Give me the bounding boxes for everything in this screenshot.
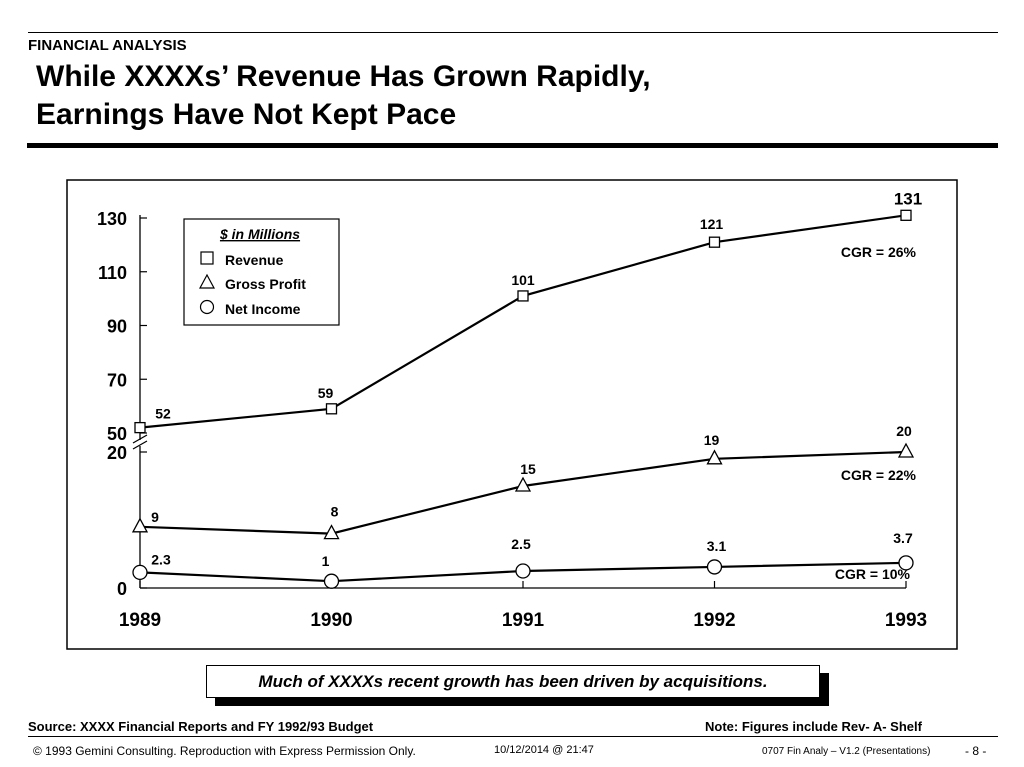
y-tick-label: 50 xyxy=(107,424,127,444)
chart-frame xyxy=(66,179,958,650)
page-title: While XXXXs’ Revenue Has Grown Rapidly, … xyxy=(36,58,936,134)
data-label: 3.7 xyxy=(893,530,913,546)
x-tick-label: 1993 xyxy=(885,610,927,631)
square-marker xyxy=(708,236,721,248)
cgr-gross-profit: CGR = 22% xyxy=(841,467,917,483)
cgr-revenue: CGR = 26% xyxy=(841,244,917,260)
data-label: 2.5 xyxy=(511,536,531,552)
data-label: 1 xyxy=(322,553,330,569)
footer-filename: 0707 Fin Analy – V1.2 (Presentations) xyxy=(762,746,931,757)
series-markers xyxy=(131,209,915,589)
x-tick-label: 1990 xyxy=(310,610,352,631)
callout-text: Much of XXXXs recent growth has been dri… xyxy=(258,671,768,691)
title-line-1: While XXXXs’ Revenue Has Grown Rapidly, xyxy=(36,60,651,93)
data-label: 101 xyxy=(511,272,535,288)
legend-item-net-income: Net Income xyxy=(225,301,301,317)
data-labels: 52 59 101 121 131 9 8 15 19 20 2.3 1 2.5 3.1 3.7 xyxy=(151,189,922,569)
data-label: 9 xyxy=(151,509,159,525)
square-marker xyxy=(900,209,912,221)
square-marker xyxy=(325,403,338,415)
axis-break-mark xyxy=(132,434,148,444)
triangle-marker xyxy=(323,524,340,540)
legend-item-gross-profit: Gross Profit xyxy=(225,276,306,292)
footer-page-number: - 8 - xyxy=(965,744,987,758)
triangle-marker xyxy=(131,517,149,533)
axis-break-mark xyxy=(132,440,148,450)
square-marker xyxy=(134,421,146,434)
footer-datetime: 10/12/2014 @ 21:47 xyxy=(494,744,594,756)
triangle-marker xyxy=(897,442,915,458)
data-label: 19 xyxy=(704,432,720,448)
footer-copyright: © 1993 Gemini Consulting. Reproduction w… xyxy=(33,744,416,758)
circle-marker xyxy=(323,573,340,589)
circle-marker xyxy=(898,555,914,571)
x-tick-label: 1992 xyxy=(693,610,735,631)
x-tick-label: 1989 xyxy=(119,610,161,631)
y-tick-label: 90 xyxy=(107,317,127,337)
y-tick-label: 20 xyxy=(107,443,127,463)
footer-rule xyxy=(28,736,998,737)
data-label: 20 xyxy=(896,423,912,439)
circle-marker xyxy=(132,564,148,581)
square-marker xyxy=(517,290,529,302)
title-rule xyxy=(27,143,998,148)
title-line-2: Earnings Have Not Kept Pace xyxy=(36,98,457,131)
section-label: FINANCIAL ANALYSIS xyxy=(28,37,187,54)
legend: $ in Millions Revenue Gross Profit Net I… xyxy=(183,218,340,326)
data-label: 131 xyxy=(894,189,922,208)
data-label: 3.1 xyxy=(707,538,727,554)
data-label: 59 xyxy=(318,385,334,401)
y-tick-label: 70 xyxy=(107,370,127,390)
legend-title: $ in Millions xyxy=(219,226,300,242)
x-tick-label: 1991 xyxy=(502,610,545,631)
data-label: 8 xyxy=(331,504,339,520)
circle-marker xyxy=(515,563,531,579)
cgr-net-income: CGR = 10% xyxy=(835,566,911,582)
circle-marker xyxy=(706,559,723,575)
y-tick-label: 110 xyxy=(98,263,127,283)
data-label: 2.3 xyxy=(151,551,171,567)
source-note: Source: XXXX Financial Reports and FY 19… xyxy=(28,719,374,734)
data-label: 52 xyxy=(155,406,171,422)
triangle-marker xyxy=(514,476,532,492)
y-tick-label: 130 xyxy=(97,209,127,229)
y-tick-label: 0 xyxy=(117,579,127,599)
legend-item-revenue: Revenue xyxy=(225,252,284,268)
data-label: 121 xyxy=(700,216,724,232)
figures-note: Note: Figures include Rev- A- Shelf xyxy=(705,719,922,734)
legend-square-icon xyxy=(200,251,214,265)
callout-box: Much of XXXXs recent growth has been dri… xyxy=(206,665,820,698)
triangle-marker xyxy=(706,449,723,465)
legend-triangle-icon xyxy=(198,273,216,289)
top-rule xyxy=(28,32,998,33)
legend-circle-icon xyxy=(199,299,215,315)
data-label: 15 xyxy=(520,461,536,477)
